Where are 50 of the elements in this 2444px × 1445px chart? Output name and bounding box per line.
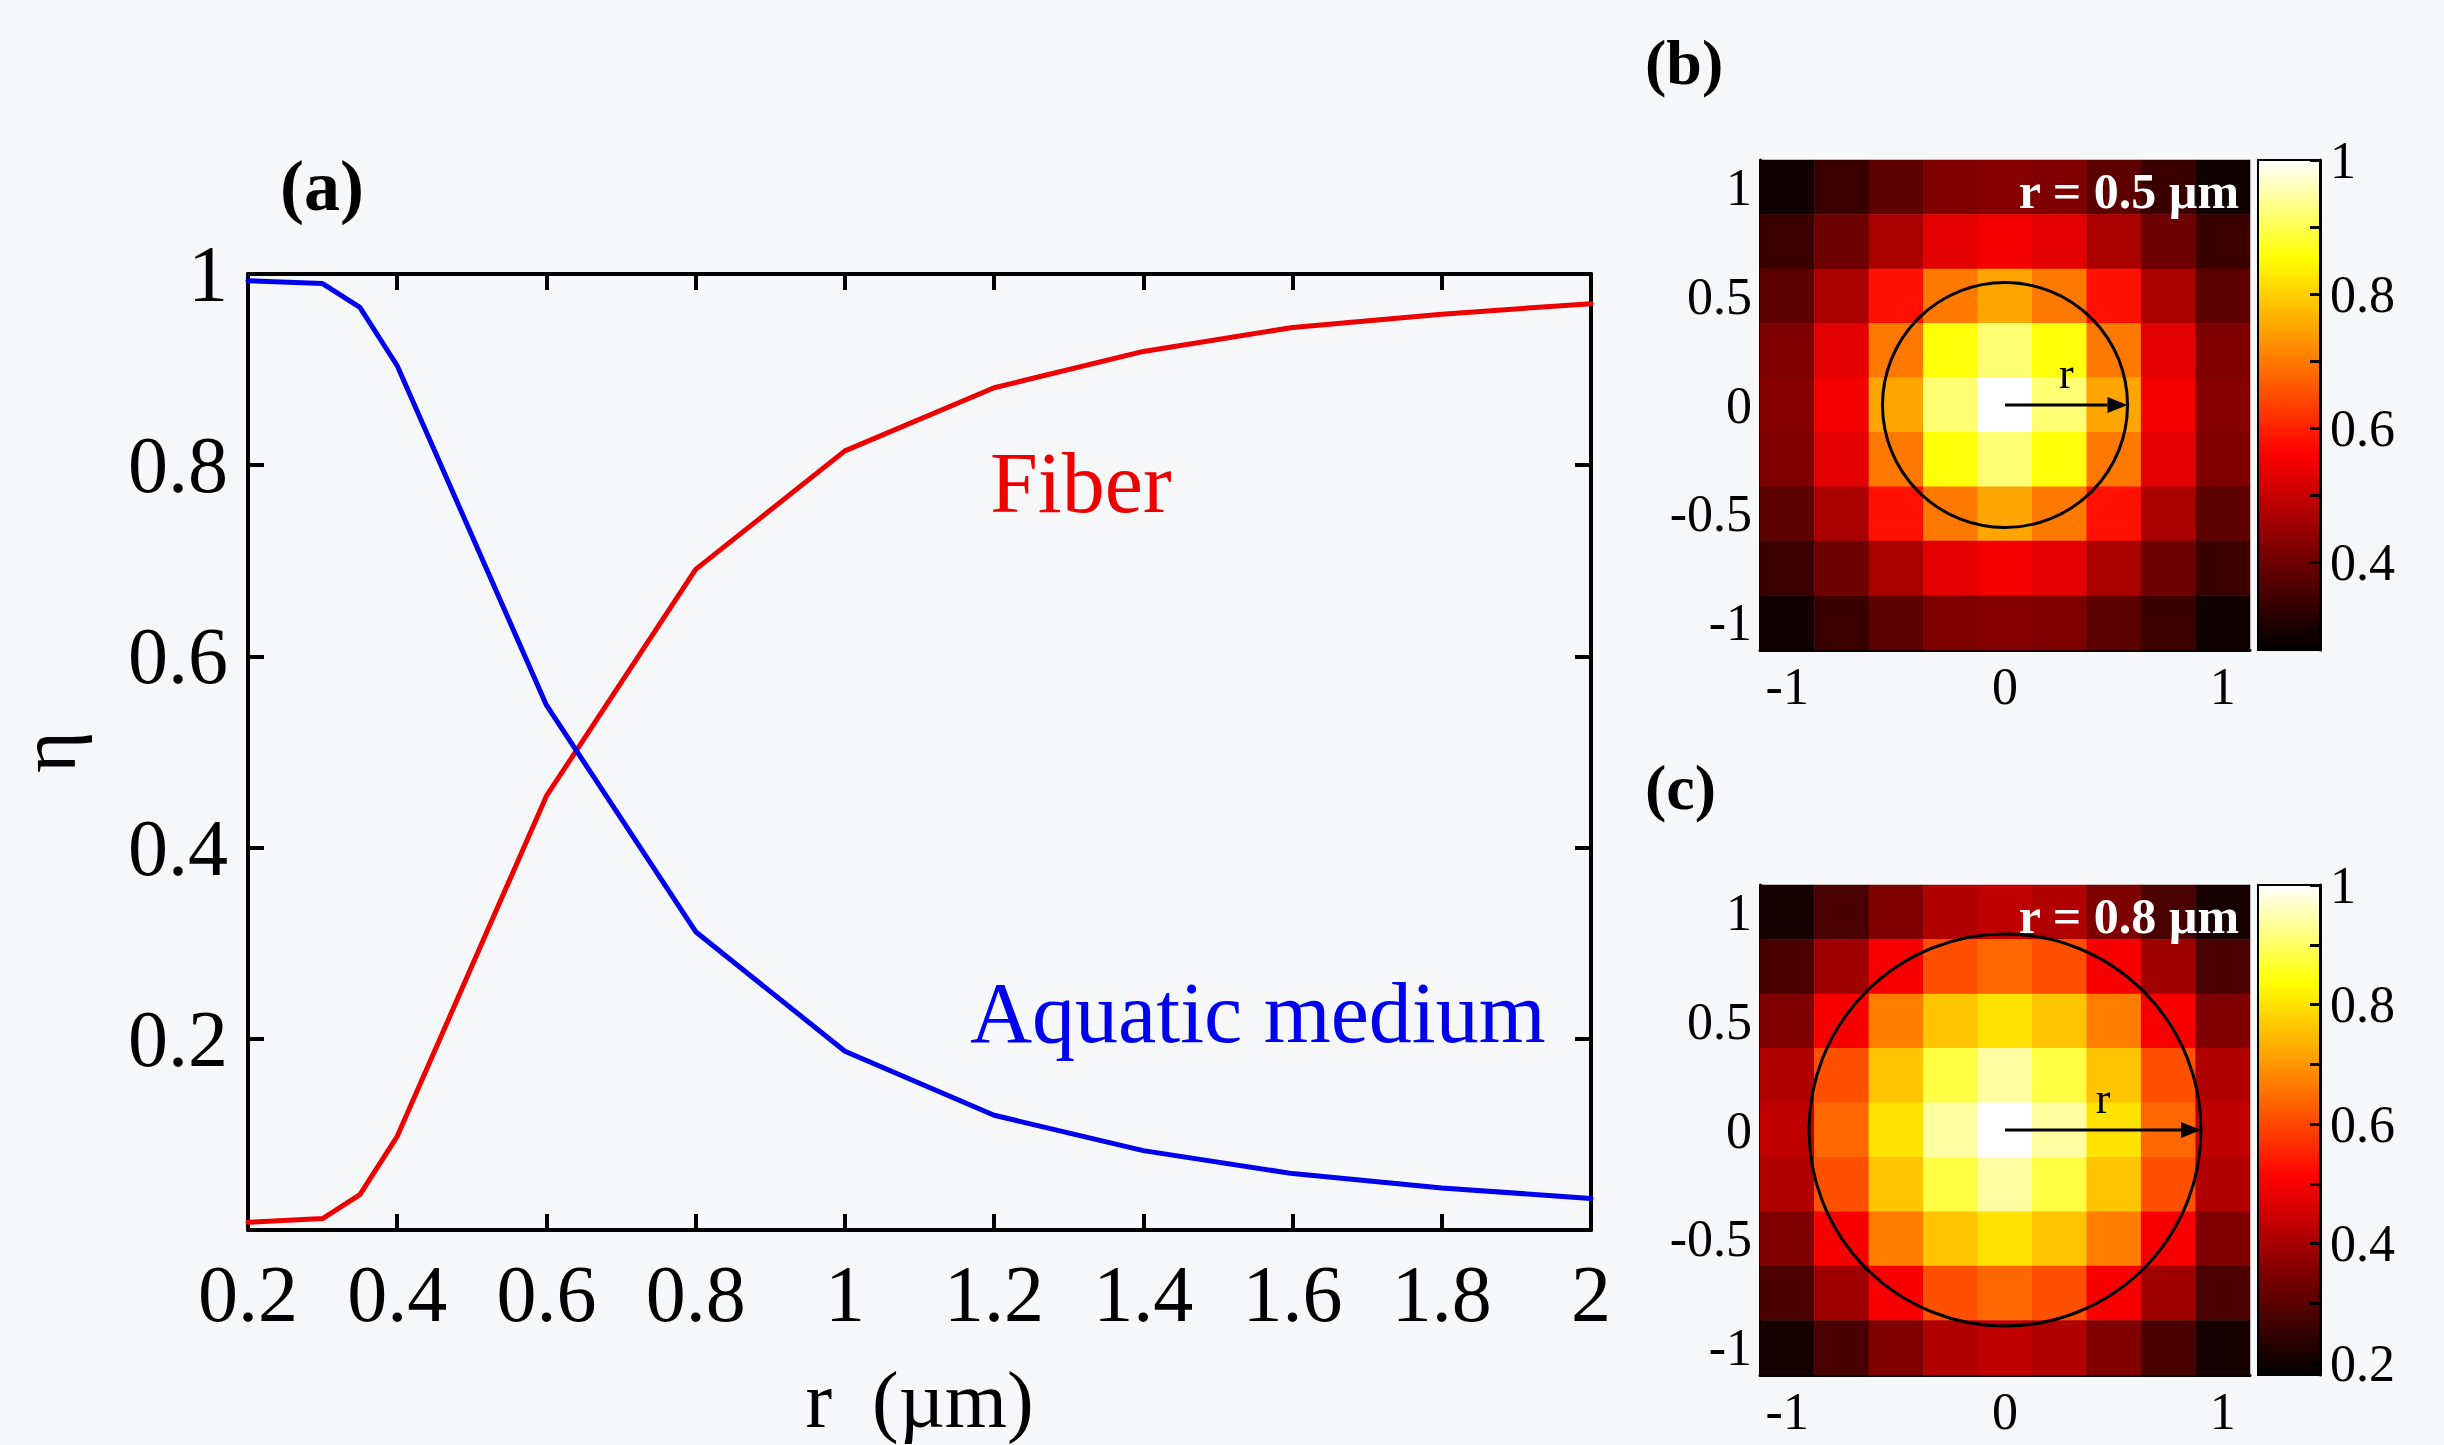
y-axis-title: η: [4, 731, 92, 773]
series-label: Fiber: [990, 435, 1172, 531]
x-tick-label: -1: [1765, 1382, 1809, 1440]
x-tick-label: 1.8: [1391, 1250, 1492, 1338]
x-axis-title: r (µm): [805, 1356, 1034, 1445]
annotation: r = 0.5 µm: [2018, 163, 2240, 219]
y-tick-label: 0.2: [128, 994, 228, 1083]
x-tick-label: 1: [2209, 1382, 2236, 1440]
x-tick-label: 1: [2209, 657, 2236, 715]
y-tick-label: 0.5: [1687, 267, 1752, 325]
color-bar-label: 0.6: [2330, 399, 2395, 457]
y-tick-label: 0.4: [128, 803, 228, 892]
y-tick-label: -1: [1708, 1319, 1752, 1377]
x-tick-label: 0: [1992, 1382, 2018, 1440]
color-bar-label: 0.2: [2330, 1334, 2395, 1392]
chart-title: (b): [1645, 26, 1724, 98]
x-tick-label: 0: [1992, 657, 2018, 715]
color-bar-label: 0.4: [2330, 1215, 2395, 1273]
color-bar-label: 1: [2330, 131, 2356, 189]
y-tick-label: -0.5: [1669, 1210, 1752, 1268]
chart-title: (c): [1645, 751, 1717, 823]
y-tick-label: 0.8: [128, 421, 228, 510]
x-tick-label: 0.8: [645, 1250, 746, 1338]
series-label: Aquatic medium: [970, 965, 1546, 1061]
y-tick-label: 1: [1726, 158, 1752, 216]
x-tick-label: 1: [824, 1250, 865, 1338]
x-tick-label: 0.6: [496, 1250, 597, 1338]
x-tick-label: 0.2: [198, 1250, 298, 1338]
x-tick-label: 2: [1571, 1250, 1611, 1338]
x-tick-label: -1: [1765, 657, 1809, 715]
color-bar-label: 0.8: [2330, 976, 2395, 1034]
x-tick-label: 1.6: [1242, 1250, 1343, 1338]
color-bar-label: 0.6: [2330, 1095, 2395, 1153]
annotation: r = 0.8 µm: [2018, 888, 2240, 944]
y-tick-label: 0: [1726, 376, 1752, 434]
y-tick-label: 0: [1726, 1101, 1752, 1159]
x-tick-label: 0.4: [347, 1250, 448, 1338]
annotation: r: [2058, 348, 2074, 398]
color-bar-label: 0.4: [2330, 534, 2395, 592]
y-tick-label: 1: [1726, 883, 1752, 941]
chart-title: (a): [280, 146, 364, 226]
y-tick-label: -1: [1708, 594, 1752, 652]
y-tick-label: 0.5: [1687, 992, 1752, 1050]
x-tick-label: 1.2: [944, 1250, 1045, 1338]
color-bar-label: 0.8: [2330, 265, 2395, 323]
y-tick-label: 1: [188, 230, 228, 318]
y-tick-label: -0.5: [1669, 485, 1752, 543]
x-tick-label: 1.4: [1093, 1250, 1194, 1338]
color-bar-label: 1: [2330, 856, 2356, 914]
annotation: r: [2095, 1073, 2111, 1123]
